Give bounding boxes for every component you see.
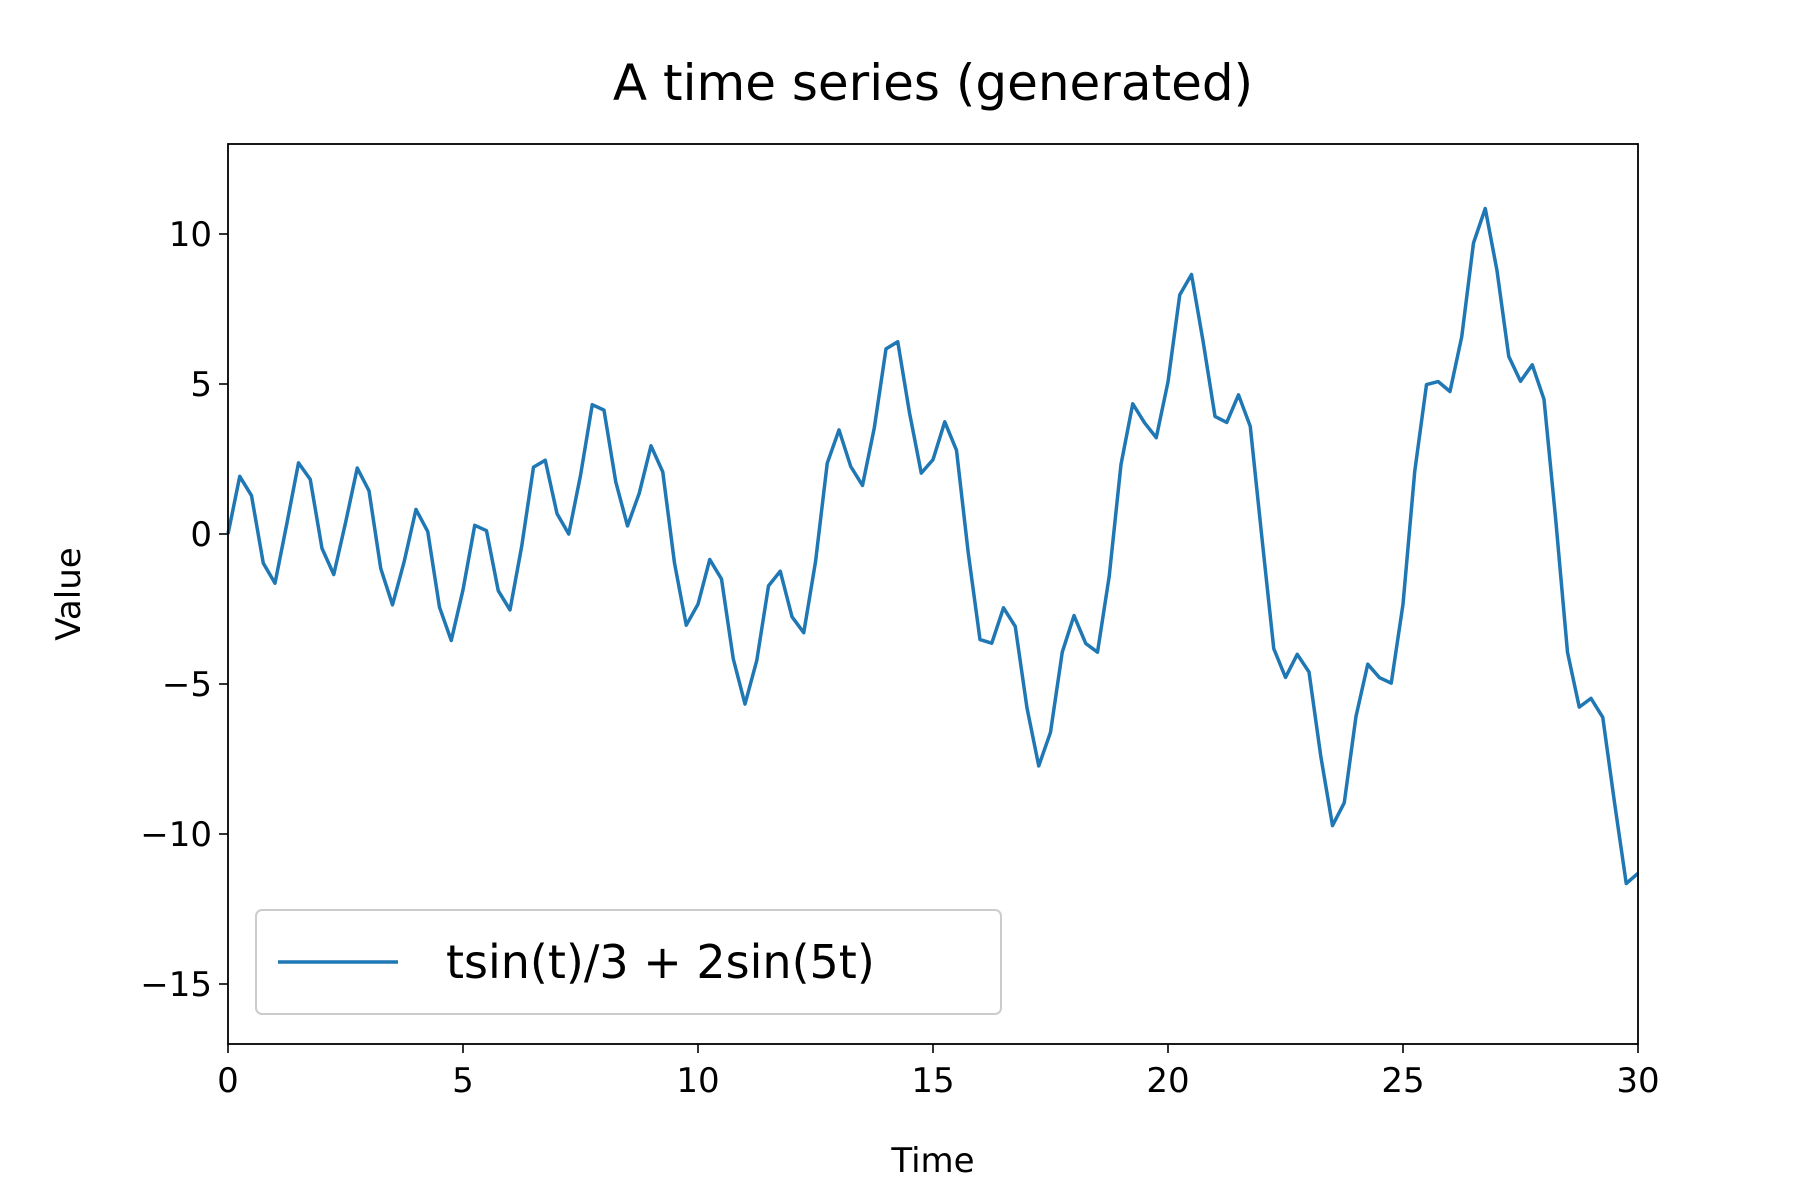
- legend-label: tsin(t)/3 + 2sin(5t): [446, 935, 875, 989]
- y-tick-label: −5: [162, 665, 212, 705]
- series-line: [226, 206, 1640, 886]
- chart-title: A time series (generated): [613, 54, 1253, 112]
- legend-box: [255, 909, 1002, 1015]
- x-tick-label: 5: [452, 1061, 474, 1101]
- x-tick-label: 10: [676, 1061, 719, 1101]
- x-tick-label: 15: [911, 1061, 954, 1101]
- x-axis-label: Time: [890, 1141, 974, 1181]
- y-tick-label: −15: [140, 965, 212, 1005]
- y-tick-label: −10: [140, 815, 212, 855]
- y-tick-label: 5: [190, 365, 212, 405]
- y-tick-label: 10: [169, 215, 212, 255]
- x-tick-label: 25: [1381, 1061, 1424, 1101]
- plot-frame: [227, 143, 1639, 1045]
- x-tick-label: 20: [1146, 1061, 1189, 1101]
- x-tick-label: 0: [217, 1061, 239, 1101]
- y-tick-label: 0: [190, 515, 212, 555]
- x-tick-label: 30: [1616, 1061, 1659, 1101]
- y-axis-label: Value: [49, 547, 89, 640]
